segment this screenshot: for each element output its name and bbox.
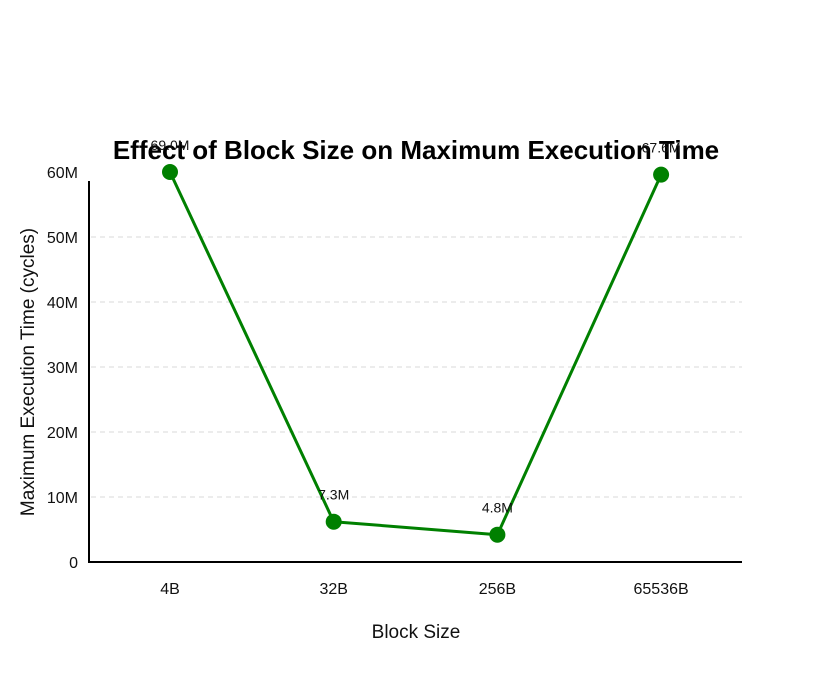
axes	[88, 181, 742, 563]
x-tick-labels: 4B 32B 256B 65536B	[160, 581, 688, 598]
x-tick-label: 32B	[319, 581, 347, 598]
y-tick-label: 60M	[47, 165, 78, 182]
y-tick-labels: 0 10M 20M 30M 40M 50M 60M	[47, 165, 78, 572]
y-tick-label: 0	[69, 555, 78, 572]
y-tick-label: 10M	[47, 490, 78, 507]
x-tick-label: 65536B	[634, 581, 689, 598]
data-point	[489, 526, 506, 543]
chart-title: Effect of Block Size on Maximum Executio…	[113, 135, 719, 165]
data-label: 67.6M	[642, 140, 681, 156]
y-axis-label: Maximum Execution Time (cycles)	[18, 228, 39, 516]
data-label: 4.8M	[482, 500, 513, 516]
grid-lines	[91, 236, 742, 498]
data-labels: 69.0M 7.3M 4.8M 67.6M	[151, 137, 681, 516]
y-tick-label: 40M	[47, 295, 78, 312]
data-point	[325, 513, 342, 530]
x-tick-label: 256B	[479, 581, 516, 598]
series-line	[168, 171, 663, 537]
y-tick-label: 20M	[47, 425, 78, 442]
y-tick-label: 30M	[47, 360, 78, 377]
x-axis-label: Block Size	[372, 622, 461, 643]
data-label: 69.0M	[151, 137, 190, 153]
x-tick-label: 4B	[160, 581, 180, 598]
series	[162, 164, 670, 543]
data-label: 7.3M	[318, 487, 349, 503]
data-point	[653, 166, 670, 183]
data-point	[162, 164, 178, 180]
y-tick-label: 50M	[47, 230, 78, 247]
